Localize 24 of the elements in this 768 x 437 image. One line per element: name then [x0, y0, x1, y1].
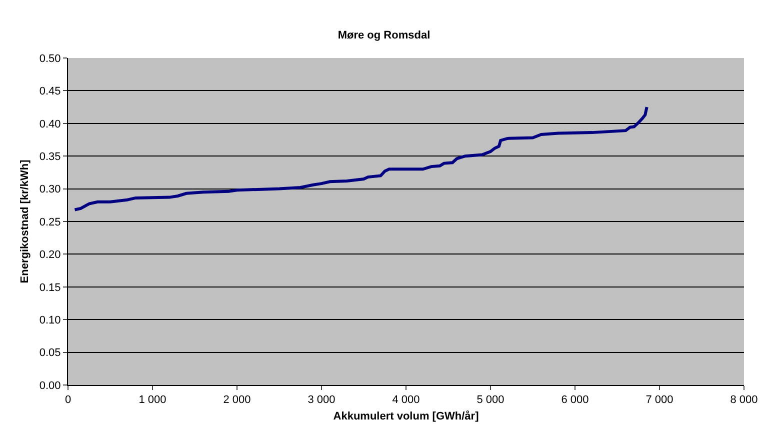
- y-tick-label: 0.40: [39, 118, 61, 130]
- x-tick-label: 4 000: [392, 394, 420, 406]
- y-tick-label: 0.00: [39, 380, 61, 392]
- y-tick-label: 0.25: [39, 216, 61, 228]
- x-tick-label: 0: [64, 394, 72, 406]
- y-tick-label: 0.10: [39, 314, 61, 326]
- y-tick-label: 0.05: [39, 347, 61, 360]
- x-axis-title: Akkumulert volum [GWh/år]: [333, 409, 480, 422]
- y-tick-label: 0.35: [39, 150, 61, 163]
- x-tick-label: 1 000: [138, 394, 166, 406]
- x-tick-label: 5 000: [476, 394, 504, 406]
- chart-title: Møre og Romsdal: [338, 29, 430, 42]
- y-tick-label: 0.15: [39, 282, 61, 294]
- line-series: [73, 106, 648, 212]
- y-axis-title: Energikostnad [kr/kWh]: [19, 159, 32, 284]
- y-tick-label: 0.30: [39, 184, 61, 196]
- y-tick-label: 0.45: [39, 86, 61, 98]
- x-tick-label: 6 000: [561, 394, 589, 406]
- x-tick-label: 2 000: [223, 394, 251, 406]
- x-tick-label: 3 000: [308, 394, 336, 406]
- y-tick-label: 0.50: [39, 52, 61, 65]
- x-tick-label: 8 000: [730, 394, 758, 406]
- x-tick-label: 7 000: [646, 394, 674, 406]
- y-tick-label: 0.20: [39, 249, 61, 262]
